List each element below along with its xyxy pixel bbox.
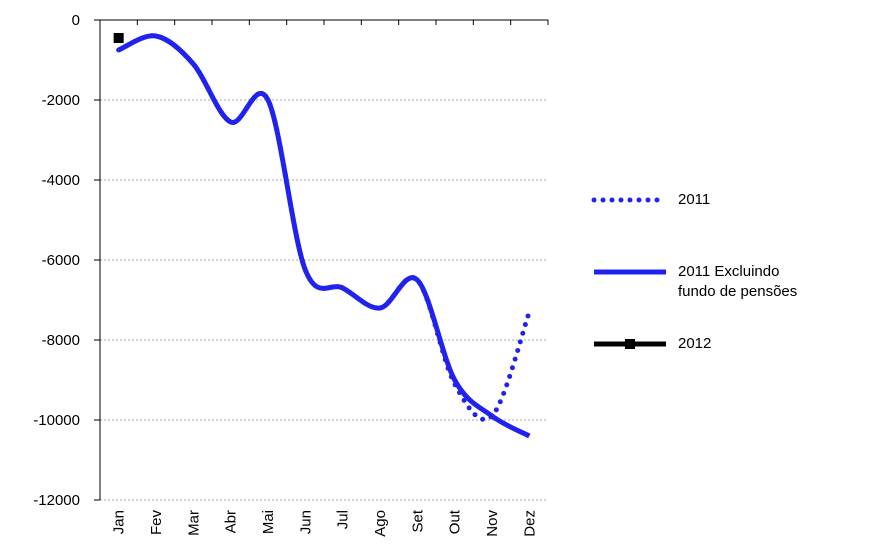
y-tick-label: -6000 xyxy=(42,252,80,269)
y-tick-label: -2000 xyxy=(42,92,80,109)
series-line xyxy=(117,33,531,439)
x-tick-label: Ago xyxy=(372,510,389,537)
x-tick-label: Fev xyxy=(148,510,165,536)
x-tick-label: Mar xyxy=(185,510,202,536)
legend-label: 2012 xyxy=(678,335,712,352)
y-tick-label: 0 xyxy=(72,12,80,29)
legend-swatch xyxy=(594,269,666,275)
x-tick-label: Jan xyxy=(111,510,128,534)
legend-swatch xyxy=(591,197,669,203)
x-tick-label: Dez xyxy=(521,510,538,537)
y-tick-label: -8000 xyxy=(42,332,80,349)
y-tick-label: -10000 xyxy=(33,412,80,429)
y-tick-label: -4000 xyxy=(42,172,80,189)
y-tick-label: -12000 xyxy=(33,492,80,509)
x-tick-label: Out xyxy=(447,509,464,534)
legend-entry: 2011 xyxy=(590,190,820,262)
legend-marker xyxy=(625,339,635,349)
legend-label: 2011 Excluindo fundo de pensões xyxy=(678,263,798,300)
legend-entry: 2011 Excluindo fundo de pensões xyxy=(590,262,820,334)
x-tick-label: Nov xyxy=(484,510,501,537)
x-tick-label: Mai xyxy=(260,510,277,534)
x-tick-label: Jul xyxy=(335,510,352,529)
legend-entry: 2012 xyxy=(590,334,820,406)
x-tick-label: Set xyxy=(409,509,426,532)
x-tick-label: Jun xyxy=(297,510,314,534)
legend-swatch xyxy=(594,339,666,349)
x-tick-label: Abr xyxy=(223,510,240,533)
legend: 2011 2011 Excluindo fundo de pensões 2012 xyxy=(590,190,820,406)
legend-label: 2011 xyxy=(678,191,711,208)
series-line xyxy=(116,33,532,422)
point-marker xyxy=(113,33,124,43)
